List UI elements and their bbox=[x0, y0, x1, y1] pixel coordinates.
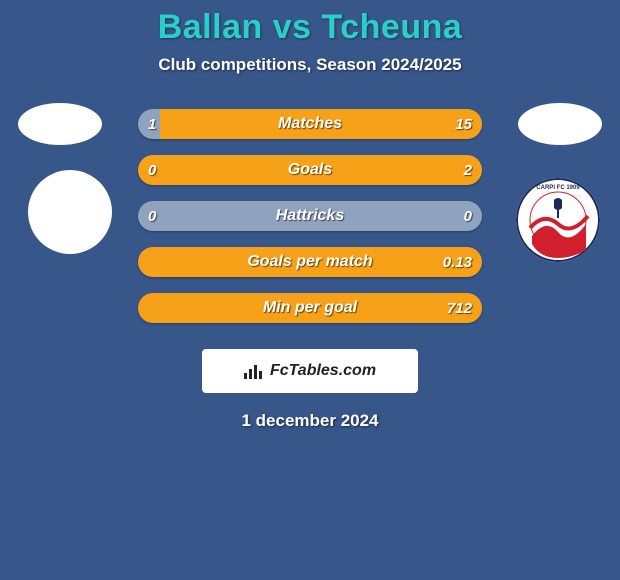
subtitle: Club competitions, Season 2024/2025 bbox=[0, 55, 620, 75]
page-title: Ballan vs Tcheuna bbox=[0, 0, 620, 47]
player2-name: Tcheuna bbox=[322, 8, 463, 46]
stat-bar: 712 Min per goal bbox=[138, 293, 482, 323]
club-badge-right: CARPI FC 1909 bbox=[516, 178, 600, 262]
player2-badge-placeholder bbox=[518, 103, 602, 145]
club-badge-left bbox=[28, 170, 112, 254]
player1-name: Ballan bbox=[158, 8, 263, 46]
stat-bar: 0.13 Goals per match bbox=[138, 247, 482, 277]
player1-badge-placeholder bbox=[18, 103, 102, 145]
club-crest-icon: CARPI FC 1909 bbox=[516, 178, 600, 262]
stat-label: Matches bbox=[138, 109, 482, 139]
stat-row-min-per-goal: 712 Min per goal bbox=[0, 285, 620, 331]
bar-chart-icon bbox=[244, 363, 264, 379]
stat-bar: 0 0 Hattricks bbox=[138, 201, 482, 231]
fctables-label: FcTables.com bbox=[270, 362, 376, 380]
vs-separator: vs bbox=[273, 8, 312, 46]
club-name-text: CARPI FC 1909 bbox=[536, 185, 580, 191]
stat-label: Goals bbox=[138, 155, 482, 185]
stat-label: Hattricks bbox=[138, 201, 482, 231]
date-label: 1 december 2024 bbox=[0, 411, 620, 431]
stat-label: Min per goal bbox=[138, 293, 482, 323]
stat-label: Goals per match bbox=[138, 247, 482, 277]
stat-bar: 0 2 Goals bbox=[138, 155, 482, 185]
stat-row-matches: 1 15 Matches bbox=[0, 101, 620, 147]
fctables-watermark[interactable]: FcTables.com bbox=[202, 349, 418, 393]
comparison-card: Ballan vs Tcheuna Club competitions, Sea… bbox=[0, 0, 620, 580]
stat-bar: 1 15 Matches bbox=[138, 109, 482, 139]
